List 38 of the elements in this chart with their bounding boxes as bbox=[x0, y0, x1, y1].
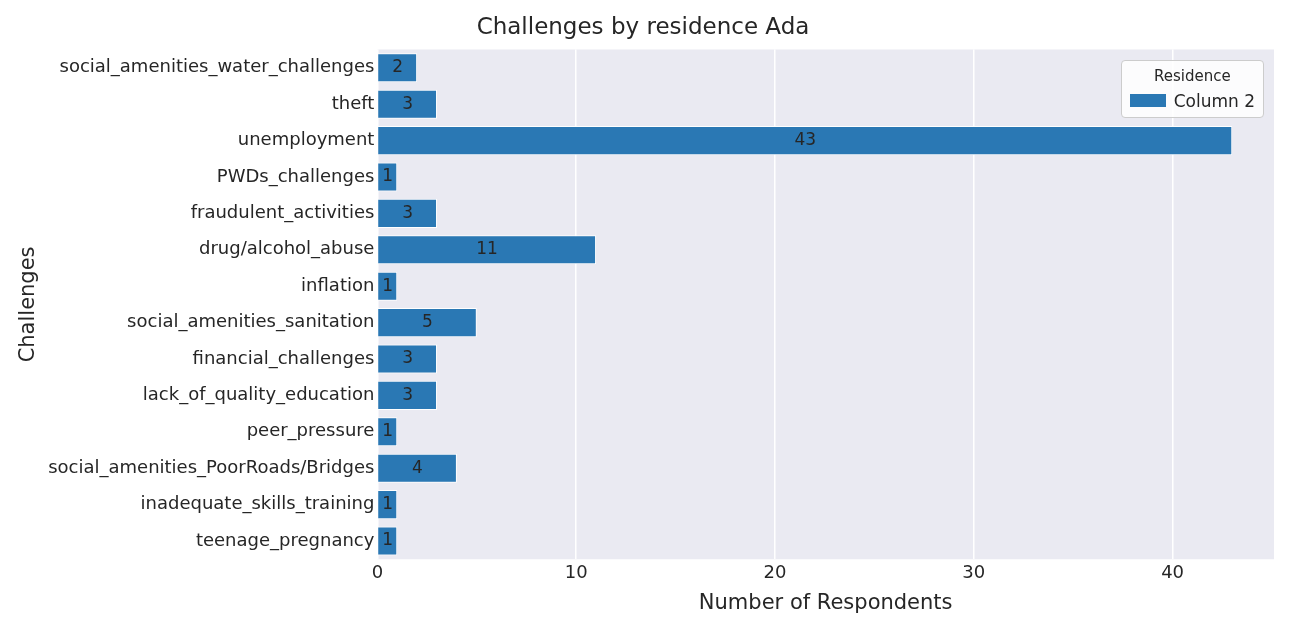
y-tick-label: social_amenities_sanitation bbox=[127, 310, 375, 333]
data-label: 43 bbox=[794, 129, 817, 150]
y-tick-label: fraudulent_activities bbox=[190, 201, 375, 224]
data-label: 2 bbox=[392, 56, 404, 77]
data-label: 1 bbox=[382, 420, 394, 441]
data-label: 1 bbox=[382, 274, 394, 295]
x-tick-label: 40 bbox=[1161, 560, 1185, 582]
legend-label: Column 2 bbox=[1173, 90, 1255, 111]
data-label: 3 bbox=[402, 383, 413, 404]
y-tick-label: teenage_pregnancy bbox=[195, 528, 375, 551]
legend-title: Residence bbox=[1153, 66, 1232, 85]
y-tick-label: PWDs_challenges bbox=[216, 164, 375, 187]
data-label: 3 bbox=[402, 347, 413, 368]
x-tick-label: 0 bbox=[371, 560, 384, 582]
y-tick-label: drug/alcohol_abuse bbox=[198, 237, 375, 260]
chart-title: Challenges by residence Ada bbox=[476, 12, 810, 39]
y-tick-label: inflation bbox=[301, 273, 375, 295]
y-tick-label: lack_of_quality_education bbox=[142, 383, 375, 406]
data-label: 5 bbox=[422, 311, 433, 332]
y-tick-label: social_amenities_PoorRoads/Bridges bbox=[48, 455, 375, 478]
y-tick-label: theft bbox=[331, 91, 375, 113]
y-tick-label: social_amenities_water_challenges bbox=[59, 55, 375, 78]
x-tick-label: 20 bbox=[763, 560, 787, 582]
data-label: 11 bbox=[476, 238, 498, 259]
data-label: 3 bbox=[402, 201, 413, 222]
data-label: 4 bbox=[412, 456, 423, 477]
x-axis-title: Number of Respondents bbox=[698, 589, 953, 614]
data-label: 1 bbox=[382, 165, 394, 186]
x-tick-label: 30 bbox=[962, 560, 986, 582]
y-axis-title: Challenges bbox=[15, 246, 40, 363]
data-label: 3 bbox=[402, 92, 413, 113]
y-tick-label: financial_challenges bbox=[192, 346, 375, 369]
y-tick-label: peer_pressure bbox=[246, 419, 375, 442]
y-tick-label: unemployment bbox=[237, 128, 375, 150]
data-label: 1 bbox=[382, 493, 394, 514]
data-label: 1 bbox=[382, 529, 394, 550]
x-tick-label: 10 bbox=[564, 560, 588, 582]
y-tick-label: inadequate_skills_training bbox=[140, 492, 375, 515]
